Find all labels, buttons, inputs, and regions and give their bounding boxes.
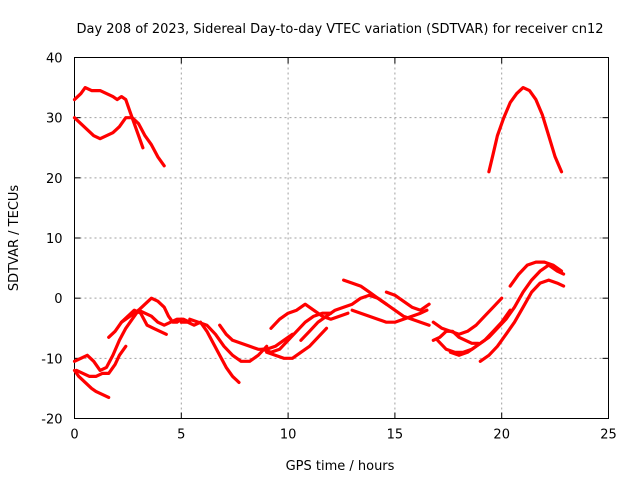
series-line-arc-1 xyxy=(72,85,145,150)
x-tick-label: 20 xyxy=(493,428,510,443)
series-line-arc-11 xyxy=(218,323,294,351)
y-tick-label: 30 xyxy=(46,112,63,127)
y-tick-label: 10 xyxy=(46,232,63,247)
y-tick-label: -10 xyxy=(41,352,62,367)
x-axis-label: GPS time / hours xyxy=(286,459,395,474)
series-line-arc-5 xyxy=(72,308,192,372)
series-line-arc-19 xyxy=(431,296,504,336)
axis-ticks: 0 5 10 15 20 25 -20 -10 0 10 20 30 40 xyxy=(41,52,617,443)
series-line-arc-20 xyxy=(431,329,480,345)
series-line-arc-3 xyxy=(487,85,564,174)
series-line-arc-14 xyxy=(269,302,350,330)
y-axis-label: SDTVAR / TECUs xyxy=(7,185,22,292)
y-tick-label: 0 xyxy=(54,292,62,307)
series-line-arc-15 xyxy=(299,293,388,342)
series-line-arc-23 xyxy=(508,260,564,288)
series-line-arc-8 xyxy=(119,296,183,324)
series-group xyxy=(72,85,566,399)
series-line-arc-17 xyxy=(350,308,429,324)
series-line-arc-2 xyxy=(72,116,166,168)
x-tick-label: 10 xyxy=(280,428,297,443)
x-tick-label: 0 xyxy=(70,428,78,443)
series-line-arc-22 xyxy=(478,278,566,363)
x-tick-label: 15 xyxy=(387,428,404,443)
series-line-arc-9 xyxy=(179,320,241,384)
x-tick-label: 5 xyxy=(177,428,185,443)
series-line-arc-24 xyxy=(448,308,512,357)
series-line-arc-16 xyxy=(342,278,431,327)
y-tick-label: -20 xyxy=(41,413,62,428)
series-line-arc-18 xyxy=(384,290,431,312)
chart-title: Day 208 of 2023, Sidereal Day-to-day VTE… xyxy=(76,22,603,37)
series-line-arc-6 xyxy=(74,344,128,378)
x-tick-label: 25 xyxy=(600,428,617,443)
y-tick-label: 20 xyxy=(46,172,63,187)
series-line-arc-10 xyxy=(188,317,269,363)
series-line-arc-4 xyxy=(72,368,111,399)
series-line-arc-13 xyxy=(265,326,329,360)
y-tick-label: 40 xyxy=(46,52,63,67)
